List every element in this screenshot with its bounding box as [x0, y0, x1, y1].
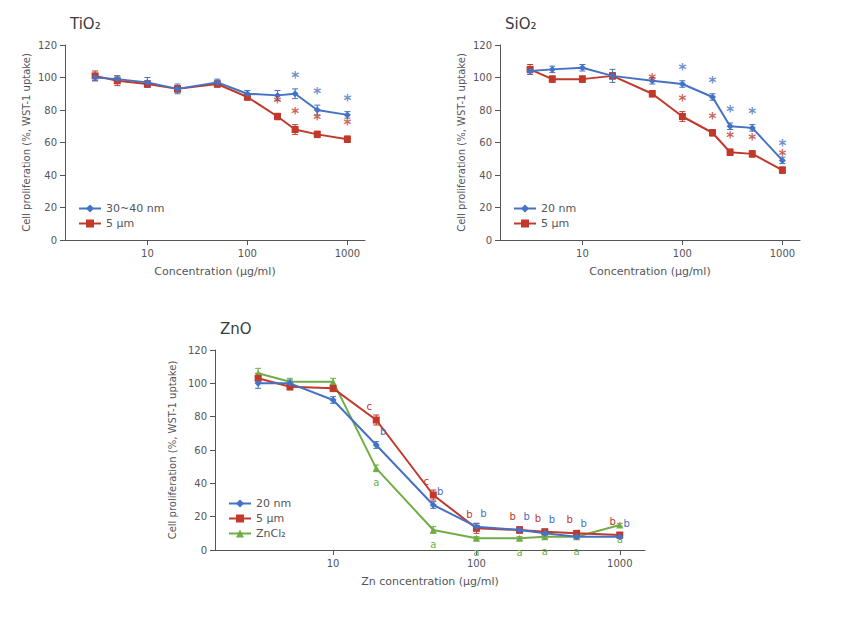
svg-text:60: 60: [479, 137, 492, 148]
svg-text:20 nm: 20 nm: [256, 497, 291, 510]
svg-text:b: b: [549, 514, 555, 525]
svg-text:100: 100: [188, 378, 207, 389]
svg-text:b: b: [480, 508, 486, 519]
svg-text:120: 120: [38, 40, 57, 51]
svg-text:1000: 1000: [770, 248, 795, 259]
svg-text:c: c: [424, 476, 430, 487]
svg-text:Cell proliferation (%, WST-1 u: Cell proliferation (%, WST-1 uptake): [167, 361, 178, 540]
svg-text:TiO₂: TiO₂: [69, 15, 101, 33]
svg-text:*: *: [709, 110, 717, 128]
svg-text:b: b: [624, 518, 630, 529]
svg-text:0: 0: [486, 235, 492, 246]
svg-text:Cell proliferation (%, WST-1 u: Cell proliferation (%, WST-1 uptake): [21, 53, 32, 232]
svg-text:*: *: [291, 69, 299, 87]
svg-text:1000: 1000: [607, 558, 632, 569]
svg-text:20: 20: [479, 202, 492, 213]
svg-text:c: c: [366, 401, 372, 412]
svg-text:80: 80: [44, 105, 57, 116]
svg-text:b: b: [580, 518, 586, 529]
svg-text:0: 0: [51, 235, 57, 246]
svg-text:ZnCl₂: ZnCl₂: [256, 527, 286, 540]
svg-text:*: *: [313, 85, 321, 103]
svg-text:*: *: [778, 147, 786, 165]
svg-text:100: 100: [473, 72, 492, 83]
svg-text:5 μm: 5 μm: [541, 217, 569, 230]
svg-text:100: 100: [673, 248, 692, 259]
svg-text:a: a: [473, 547, 479, 558]
svg-text:*: *: [343, 92, 351, 110]
svg-text:Concentration (μg/ml): Concentration (μg/ml): [154, 265, 275, 278]
svg-text:120: 120: [188, 345, 207, 356]
svg-text:40: 40: [479, 170, 492, 181]
svg-text:*: *: [678, 61, 686, 79]
svg-text:100: 100: [238, 248, 257, 259]
svg-text:Cell proliferation (%, WST-1 u: Cell proliferation (%, WST-1 uptake): [456, 53, 467, 232]
svg-text:Zn concentration (μg/ml): Zn concentration (μg/ml): [361, 575, 499, 588]
svg-text:40: 40: [194, 478, 207, 489]
svg-text:ZnO: ZnO: [220, 320, 252, 338]
svg-text:100: 100: [467, 558, 486, 569]
svg-text:10: 10: [327, 558, 340, 569]
svg-text:100: 100: [38, 72, 57, 83]
svg-text:*: *: [726, 129, 734, 147]
svg-text:a: a: [617, 534, 623, 545]
svg-text:*: *: [726, 103, 734, 121]
svg-text:Concentration (μg/ml): Concentration (μg/ml): [589, 265, 710, 278]
svg-text:10: 10: [576, 248, 589, 259]
svg-text:*: *: [313, 111, 321, 129]
svg-text:*: *: [709, 74, 717, 92]
svg-text:30~40 nm: 30~40 nm: [106, 202, 164, 215]
svg-text:80: 80: [479, 105, 492, 116]
svg-text:a: a: [430, 539, 436, 550]
svg-text:60: 60: [44, 137, 57, 148]
svg-text:b: b: [566, 514, 572, 525]
svg-text:1000: 1000: [335, 248, 360, 259]
svg-text:b: b: [437, 486, 443, 497]
svg-text:b: b: [523, 511, 529, 522]
svg-text:40: 40: [44, 170, 57, 181]
svg-text:*: *: [274, 94, 282, 112]
svg-text:*: *: [678, 92, 686, 110]
svg-text:a: a: [542, 546, 548, 557]
svg-text:5 μm: 5 μm: [256, 512, 284, 525]
svg-text:*: *: [343, 116, 351, 134]
svg-text:*: *: [748, 105, 756, 123]
svg-text:b: b: [610, 516, 616, 527]
svg-text:60: 60: [194, 445, 207, 456]
svg-text:0: 0: [201, 545, 207, 556]
svg-text:120: 120: [473, 40, 492, 51]
svg-text:a: a: [373, 477, 379, 488]
svg-text:20: 20: [44, 202, 57, 213]
svg-text:a: a: [517, 547, 523, 558]
svg-text:80: 80: [194, 411, 207, 422]
svg-text:20 nm: 20 nm: [541, 202, 576, 215]
svg-text:*: *: [648, 71, 656, 89]
svg-text:b: b: [466, 509, 472, 520]
svg-text:a: a: [574, 546, 580, 557]
svg-text:20: 20: [194, 511, 207, 522]
svg-text:b: b: [509, 511, 515, 522]
svg-text:5 μm: 5 μm: [106, 217, 134, 230]
svg-text:*: *: [291, 105, 299, 123]
svg-text:*: *: [748, 131, 756, 149]
svg-text:10: 10: [141, 248, 154, 259]
svg-text:b: b: [535, 513, 541, 524]
svg-text:b: b: [380, 426, 386, 437]
svg-text:SiO₂: SiO₂: [505, 15, 537, 33]
